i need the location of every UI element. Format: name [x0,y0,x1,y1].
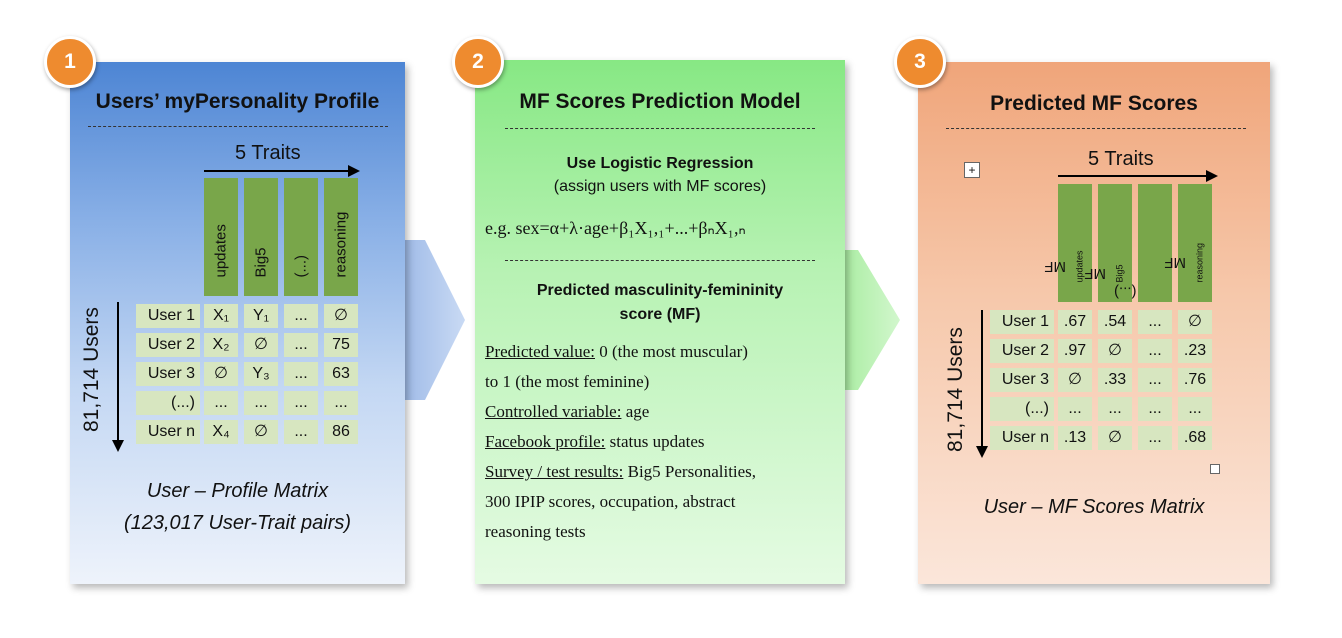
row-label: (...) [136,391,200,415]
method-title: Use Logistic Regression [566,155,754,172]
users-arrow [981,310,983,448]
panel-title: MF Scores Prediction Model [519,90,801,113]
matrix-cell: ∅ [1098,339,1132,363]
divider [88,126,388,127]
column-header-mf-updates: MF updates [1044,184,1092,302]
matrix-cell: ∅ [324,304,358,328]
description-line: 300 IPIP scores, occupation, abstract [485,492,736,511]
description-line: Controlled variable: age [485,402,650,421]
matrix-cell: .54 [1098,310,1132,334]
traits-label: 5 Traits [1088,148,1154,170]
regression-formula: e.g. sex=α+λ·age+β₁X₁,₁+...+βₙX₁,ₙ [485,218,746,238]
column-header-reasoning: reasoning [324,178,358,296]
resize-handle-icon[interactable] [1210,464,1220,474]
matrix-cell: X₄ [204,420,238,444]
step-badge-3: 3 [894,36,946,88]
matrix-cell: X₁ [204,304,238,328]
matrix-cell: ∅ [244,420,278,444]
matrix-cell: .23 [1178,339,1212,363]
matrix-cell: 75 [324,333,358,357]
score-title-line1: Predicted masculinity-femininity [536,282,784,299]
matrix-cell: ∅ [244,333,278,357]
users-label: 81,714 Users [944,327,967,452]
step-badge-1: 1 [44,36,96,88]
caption-matrix: User – Profile Matrix [146,480,329,502]
score-title-line2: score (MF) [619,306,701,323]
matrix-cell: .67 [1058,310,1092,334]
row-label: User 1 [990,310,1054,334]
matrix-cell: Y₁ [244,304,278,328]
move-handle-icon[interactable]: + [964,162,980,178]
step-badge-2: 2 [452,36,504,88]
traits-arrow [1058,175,1208,177]
divider [505,128,815,129]
model-panel: MF Scores Prediction Model Use Logistic … [475,60,845,584]
matrix-cell: ... [284,304,318,328]
row-label: User 2 [136,333,200,357]
row-label: User 3 [990,368,1054,392]
users-arrow [117,302,119,442]
description-line: reasoning tests [485,522,586,541]
matrix-cell: .13 [1058,426,1092,450]
matrix-cell: ∅ [204,362,238,386]
caption-pairs: (123,017 User-Trait pairs) [123,512,352,534]
description-line: Facebook profile: status updates [485,432,705,451]
column-header-big5: Big5 [244,178,278,296]
matrix-cell: ... [204,391,238,415]
matrix-cell: ... [284,391,318,415]
panel-title: Users’ myPersonality Profile [95,90,380,113]
profile-panel: Users’ myPersonality Profile 5 Traits up… [70,62,405,584]
matrix-cell: ... [324,391,358,415]
matrix-cell: .76 [1178,368,1212,392]
matrix-cell: .97 [1058,339,1092,363]
divider [946,128,1246,129]
flow-arrow-2 [838,250,900,390]
panel-title: Predicted MF Scores [990,92,1198,115]
traits-label: 5 Traits [235,142,301,164]
caption-matrix: User – MF Scores Matrix [983,496,1205,518]
matrix-cell: ∅ [1098,426,1132,450]
method-subtitle: (assign users with MF scores) [553,178,767,195]
description-line: Predicted value: 0 (the most muscular) [485,342,748,361]
row-label: (...) [990,397,1054,421]
matrix-cell: .68 [1178,426,1212,450]
column-header-mf-big5: MF Big5 [1084,184,1132,302]
matrix-cell: ... [1058,397,1092,421]
matrix-cell: 86 [324,420,358,444]
flow-arrow-1 [395,240,465,400]
matrix-cell: X₂ [204,333,238,357]
divider [505,260,815,261]
row-label: User n [990,426,1054,450]
description-line: to 1 (the most feminine) [485,372,650,391]
column-header-more: (...) [284,178,318,296]
row-label: User n [136,420,200,444]
description-line: Survey / test results: Big5 Personalitie… [485,462,757,481]
column-header-more: (...) [1114,184,1172,302]
row-label: User 3 [136,362,200,386]
matrix-cell: ... [1138,310,1172,334]
matrix-cell: 63 [324,362,358,386]
matrix-cell: ... [244,391,278,415]
matrix-cell: ∅ [1058,368,1092,392]
traits-arrow [204,170,350,172]
row-label: User 2 [990,339,1054,363]
users-label: 81,714 Users [80,307,103,432]
matrix-cell: .33 [1098,368,1132,392]
scores-panel: Predicted MF Scores + 5 Traits MF updates… [918,62,1270,584]
matrix-cell: ∅ [1178,310,1212,334]
matrix-cell: ... [1138,426,1172,450]
matrix-cell: Y₃ [244,362,278,386]
row-label: User 1 [136,304,200,328]
matrix-cell: ... [284,362,318,386]
matrix-cell: ... [1138,339,1172,363]
column-header-updates: updates [204,178,238,296]
matrix-cell: ... [284,333,318,357]
column-header-mf-reasoning: MF reasoning [1164,184,1212,302]
matrix-cell: ... [1098,397,1132,421]
matrix-cell: ... [1138,368,1172,392]
matrix-cell: ... [1138,397,1172,421]
matrix-cell: ... [1178,397,1212,421]
matrix-cell: ... [284,420,318,444]
